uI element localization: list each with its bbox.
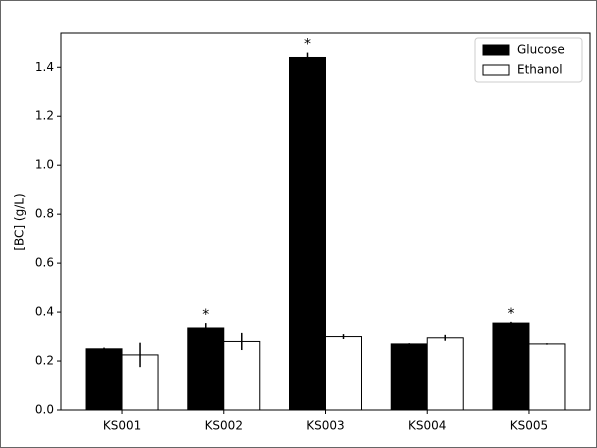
- y-tick-label: 1.0: [35, 158, 54, 172]
- x-tick-label: KS005: [510, 419, 548, 433]
- x-tick-label: KS004: [408, 419, 446, 433]
- y-tick-label: 0.4: [35, 305, 54, 319]
- bar: [325, 336, 362, 411]
- bar: [223, 340, 261, 411]
- y-tick-label: 0.0: [35, 403, 54, 417]
- bar: [528, 343, 566, 411]
- x-tick-label: KS003: [306, 419, 344, 433]
- bar: [390, 343, 428, 411]
- y-tick-label: 1.4: [35, 60, 54, 74]
- bar: [85, 348, 123, 411]
- y-axis-label: [BC] (g/L): [13, 193, 27, 250]
- plot-border: [60, 32, 591, 411]
- legend-label: Glucose: [517, 43, 565, 57]
- annotation: *: [507, 306, 514, 322]
- y-tick-label: 0.8: [35, 207, 54, 221]
- legend-swatch: [482, 64, 510, 76]
- bar: [289, 56, 326, 411]
- annotation: *: [304, 37, 311, 53]
- y-tick-label: 1.2: [35, 109, 54, 123]
- legend-label: Ethanol: [517, 63, 563, 77]
- bar: [426, 337, 464, 411]
- legend-swatch: [482, 44, 510, 56]
- annotation: *: [202, 307, 209, 323]
- bar: [492, 322, 530, 411]
- y-tick-label: 0.6: [35, 256, 54, 270]
- x-tick-label: KS001: [103, 419, 141, 433]
- bar: [187, 327, 225, 411]
- y-tick-label: 0.2: [35, 354, 54, 368]
- x-tick-label: KS002: [205, 419, 243, 433]
